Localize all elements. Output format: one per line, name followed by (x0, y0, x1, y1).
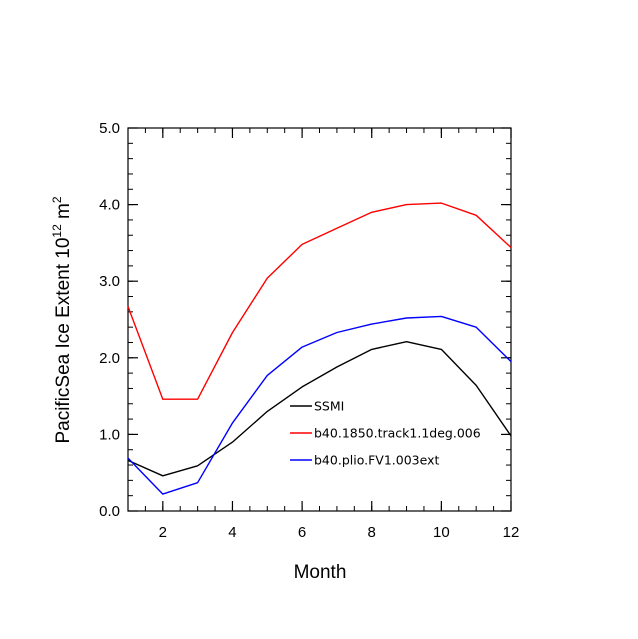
x-tick-label: 6 (298, 524, 306, 541)
y-tick-label: 3.0 (99, 273, 120, 290)
y-tick-label: 0.0 (99, 503, 120, 520)
series-line-b40-1850-track1-1deg-006 (127, 202, 512, 400)
y-tick-label: 2.0 (99, 350, 120, 367)
major-ticks (128, 127, 512, 512)
legend-label: b40.plio.FV1.003ext (314, 453, 439, 468)
x-tick-labels: 2 4 6 8 10 12 (159, 524, 520, 541)
y-axis-title-unit-exponent: 2 (50, 196, 64, 203)
y-axis-title: PacificSea Ice Extent 1012 m2 (50, 196, 74, 443)
x-tick-label: 10 (433, 524, 450, 541)
legend-label: b40.1850.track1.1deg.006 (314, 426, 481, 441)
series-line-ssmi (127, 341, 512, 477)
y-tick-label: 1.0 (99, 426, 120, 443)
y-tick-label: 4.0 (99, 197, 120, 214)
x-tick-label: 2 (159, 524, 167, 541)
legend-label: SSMI (314, 399, 344, 414)
series-line-b40-plio-fv1-003ext (127, 315, 512, 495)
y-tick-labels: 0.0 1.0 2.0 3.0 4.0 5.0 (99, 120, 120, 520)
x-tick-label: 8 (368, 524, 376, 541)
x-tick-label: 12 (503, 524, 520, 541)
y-axis-title-unit: m (53, 203, 74, 224)
y-axis-title-main: PacificSea Ice Extent 10 (53, 238, 74, 444)
y-axis-title-exponent: 12 (50, 224, 64, 238)
x-axis-title: Month (294, 562, 347, 583)
legend: SSMI b40.1850.track1.1deg.006 b40.plio.FV1… (290, 399, 481, 468)
y-tick-label: 5.0 (99, 120, 120, 137)
series-lines (127, 202, 512, 495)
x-tick-label: 4 (228, 524, 236, 541)
